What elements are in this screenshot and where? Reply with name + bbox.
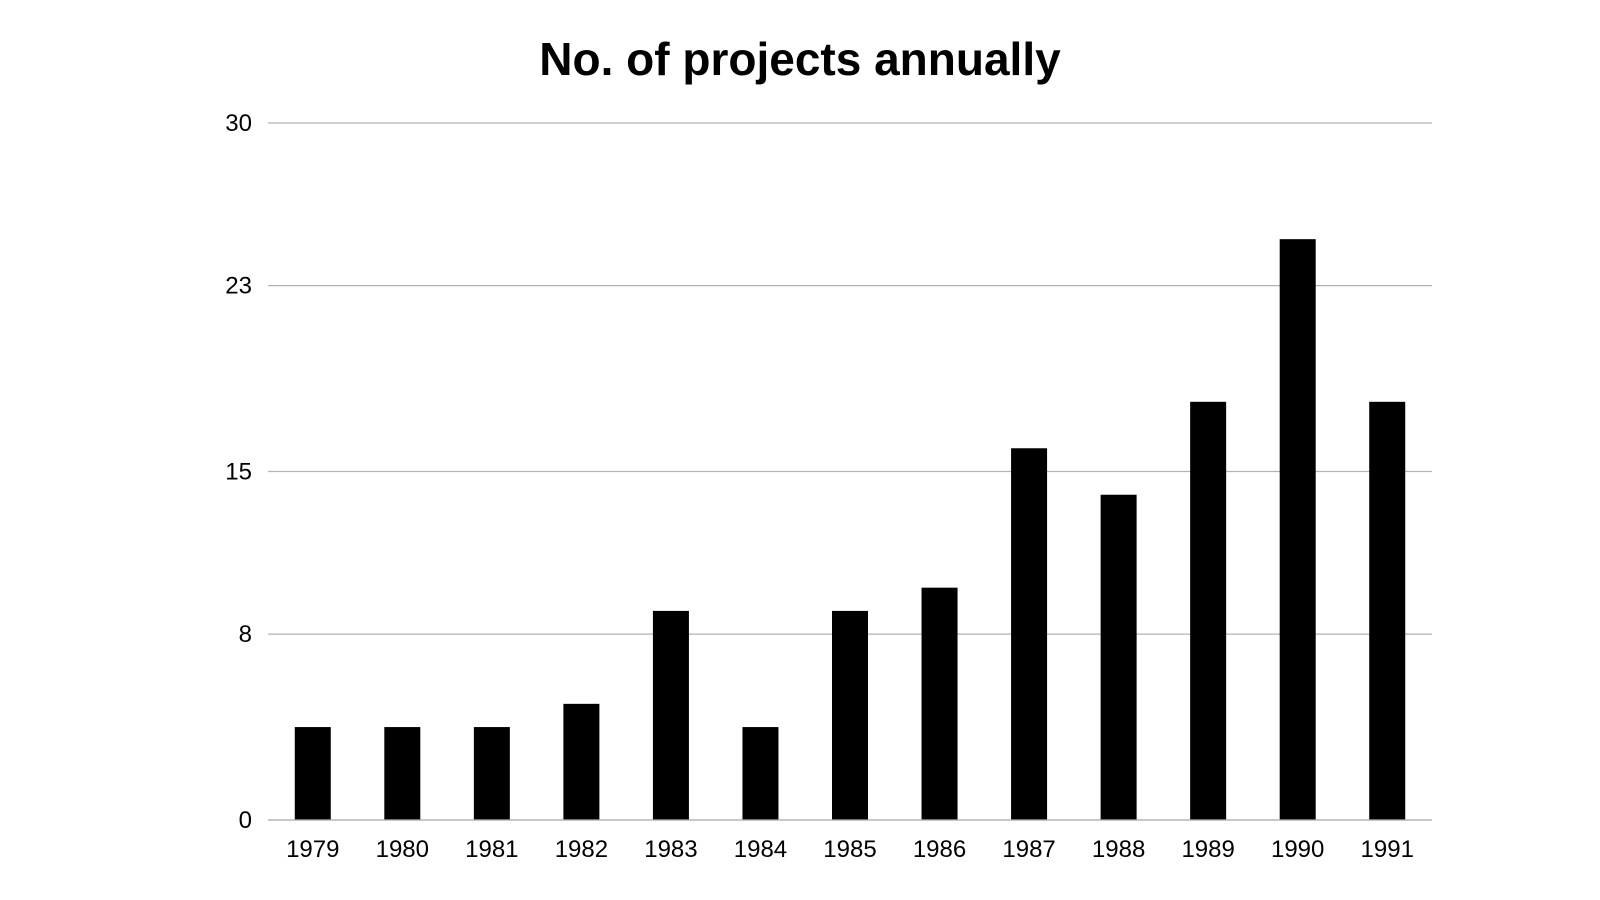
y-tick-label: 23 xyxy=(225,273,252,300)
x-tick-label: 1987 xyxy=(1002,836,1055,863)
x-tick-label: 1979 xyxy=(286,836,339,863)
y-tick-label: 0 xyxy=(239,807,252,834)
bar-1990 xyxy=(1279,239,1316,820)
x-axis-ticks: 1979 1980 1981 1982 1983 1984 1985 1986 1987 1988… xyxy=(286,836,1414,863)
x-tick-label: 1982 xyxy=(555,836,608,863)
x-tick-label: 1981 xyxy=(465,836,518,863)
bar-1991 xyxy=(1369,401,1406,820)
bar-1988 xyxy=(1100,494,1137,820)
bars xyxy=(268,239,1432,821)
x-tick-label: 1990 xyxy=(1271,836,1324,863)
bar-1986 xyxy=(921,587,958,820)
bar-1979 xyxy=(294,727,331,820)
bar-1987 xyxy=(1011,448,1048,820)
x-tick-label: 1989 xyxy=(1181,836,1234,863)
bar-1989 xyxy=(1190,401,1227,820)
y-tick-label: 30 xyxy=(225,110,252,137)
chart-title: No. of projects annually xyxy=(539,33,1061,85)
bar-1983 xyxy=(652,610,689,820)
bar-1982 xyxy=(563,703,600,820)
y-tick-label: 8 xyxy=(239,621,252,648)
bar-1984 xyxy=(742,727,779,820)
x-tick-label: 1983 xyxy=(644,836,697,863)
bar-1985 xyxy=(832,610,868,820)
y-tick-label: 15 xyxy=(225,459,252,486)
bar-1980 xyxy=(384,727,421,820)
x-tick-label: 1985 xyxy=(823,836,876,863)
x-tick-label: 1984 xyxy=(734,836,787,863)
x-tick-label: 1988 xyxy=(1092,836,1145,863)
bar-1981 xyxy=(473,727,510,820)
x-tick-label: 1980 xyxy=(376,836,429,863)
x-tick-label: 1991 xyxy=(1361,836,1414,863)
y-axis-ticks: 0 8 15 23 30 xyxy=(225,110,252,834)
x-tick-label: 1986 xyxy=(913,836,966,863)
